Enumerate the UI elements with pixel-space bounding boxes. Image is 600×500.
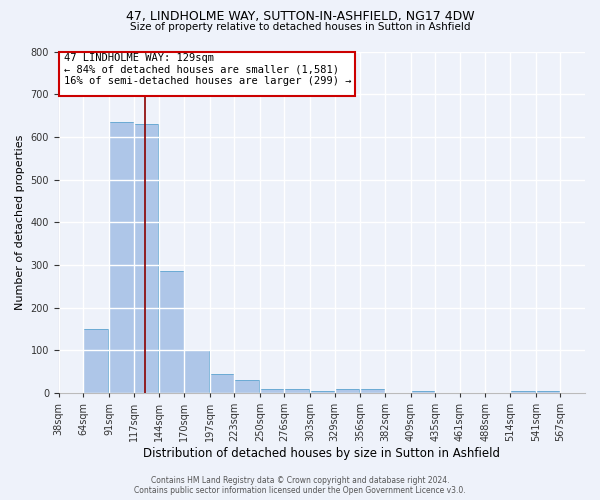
Bar bbox=[209, 374, 234, 393]
Bar bbox=[310, 391, 335, 393]
Text: 47 LINDHOLME WAY: 129sqm
← 84% of detached houses are smaller (1,581)
16% of sem: 47 LINDHOLME WAY: 129sqm ← 84% of detach… bbox=[64, 53, 351, 86]
Text: Size of property relative to detached houses in Sutton in Ashfield: Size of property relative to detached ho… bbox=[130, 22, 470, 32]
Text: Contains HM Land Registry data © Crown copyright and database right 2024.
Contai: Contains HM Land Registry data © Crown c… bbox=[134, 476, 466, 495]
Bar bbox=[234, 380, 259, 393]
FancyBboxPatch shape bbox=[59, 52, 355, 96]
Bar bbox=[109, 122, 134, 393]
Bar bbox=[184, 350, 209, 393]
Bar bbox=[510, 391, 535, 393]
Bar bbox=[260, 389, 284, 393]
Bar bbox=[360, 389, 385, 393]
Bar bbox=[134, 124, 158, 393]
Bar bbox=[159, 272, 184, 393]
Text: 47, LINDHOLME WAY, SUTTON-IN-ASHFIELD, NG17 4DW: 47, LINDHOLME WAY, SUTTON-IN-ASHFIELD, N… bbox=[125, 10, 475, 23]
Bar bbox=[410, 391, 435, 393]
Bar bbox=[284, 389, 309, 393]
Bar bbox=[83, 329, 108, 393]
X-axis label: Distribution of detached houses by size in Sutton in Ashfield: Distribution of detached houses by size … bbox=[143, 447, 500, 460]
Bar bbox=[536, 391, 560, 393]
Y-axis label: Number of detached properties: Number of detached properties bbox=[15, 134, 25, 310]
Bar bbox=[335, 389, 359, 393]
